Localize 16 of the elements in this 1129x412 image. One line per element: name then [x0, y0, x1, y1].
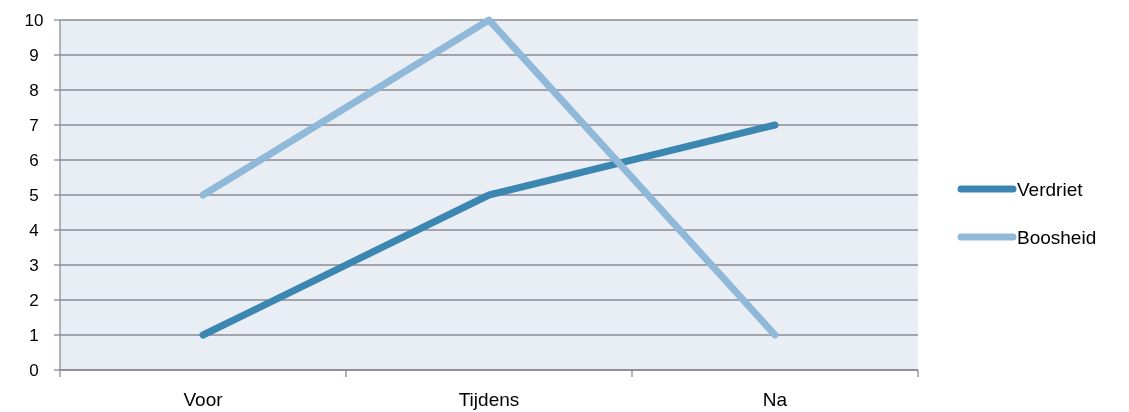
y-tick-label: 0 — [29, 360, 39, 380]
y-tick-label: 2 — [29, 290, 39, 310]
y-tick-label: 4 — [29, 220, 39, 240]
x-tick-label: Voor — [183, 389, 224, 410]
y-tick-label: 9 — [29, 45, 39, 65]
y-tick-label: 6 — [29, 150, 39, 170]
y-tick-label: 7 — [29, 115, 39, 135]
x-tick-label: Na — [762, 389, 788, 410]
legend-label: Boosheid — [1017, 226, 1097, 248]
y-tick-label: 1 — [29, 325, 39, 345]
y-tick-label: 3 — [29, 255, 39, 275]
y-tick-label: 5 — [29, 185, 39, 205]
y-tick-label: 8 — [29, 80, 39, 100]
x-tick-label: Tijdens — [458, 389, 520, 410]
y-tick-label: 10 — [24, 10, 44, 30]
legend-label: Verdriet — [1017, 178, 1084, 200]
